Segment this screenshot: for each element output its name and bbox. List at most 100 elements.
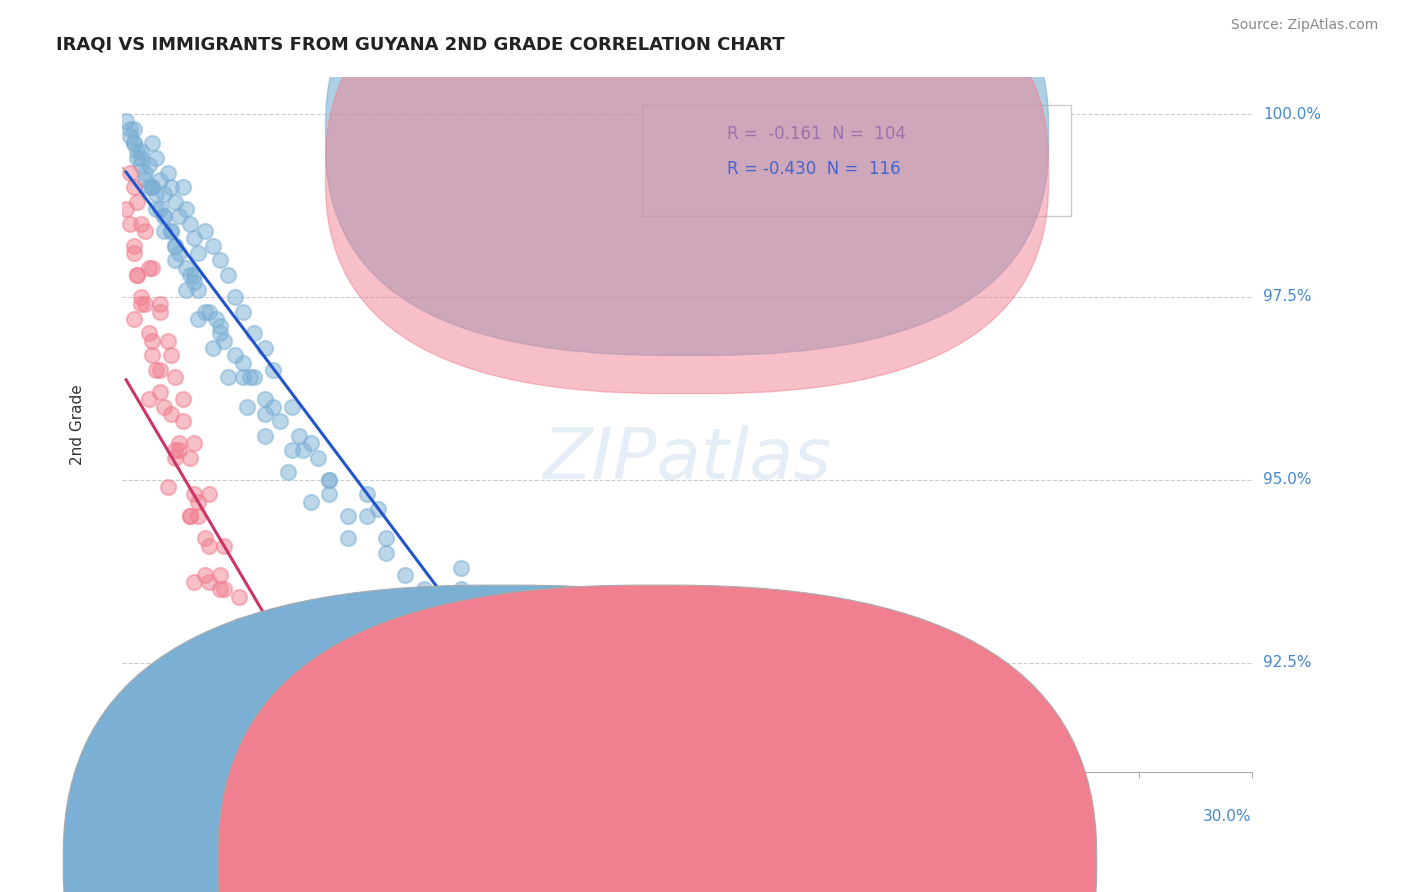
Point (183, 231, 205, 245)
Point (209, 326, 232, 341)
FancyBboxPatch shape (643, 105, 1071, 217)
Point (163, 443, 186, 458)
Point (221, 640, 243, 655)
Point (209, 319, 232, 334)
Point (122, 238, 145, 252)
Point (217, 268, 239, 282)
Point (127, 144, 149, 158)
Point (152, 210, 174, 224)
FancyBboxPatch shape (326, 0, 1049, 355)
Point (167, 436, 190, 450)
Point (152, 187, 174, 202)
Point (163, 450, 186, 465)
Point (299, 436, 322, 450)
Point (134, 297, 156, 311)
Point (235, 400, 257, 414)
Point (269, 750, 291, 764)
Point (254, 743, 277, 757)
Point (394, 567, 416, 582)
Point (209, 582, 232, 597)
Point (224, 290, 246, 304)
Text: ZIPatlas: ZIPatlas (543, 425, 831, 494)
Point (205, 311, 228, 326)
Point (122, 246, 145, 260)
Point (172, 392, 194, 407)
Point (562, 633, 585, 648)
Point (243, 648, 266, 663)
Point (179, 509, 201, 524)
Point (262, 400, 284, 414)
Point (232, 370, 254, 384)
Point (254, 341, 277, 355)
Point (239, 370, 262, 384)
Point (138, 260, 160, 275)
Point (149, 297, 172, 311)
Point (187, 246, 209, 260)
Point (172, 180, 194, 194)
Point (638, 656, 661, 670)
Point (138, 158, 160, 172)
Point (228, 619, 250, 633)
Text: R = -0.430  N =  116: R = -0.430 N = 116 (727, 161, 900, 178)
Point (134, 224, 156, 238)
Point (163, 253, 186, 268)
Point (129, 217, 152, 231)
Point (149, 363, 172, 377)
Point (160, 224, 183, 238)
Point (134, 173, 156, 187)
Point (212, 626, 235, 640)
Point (141, 260, 163, 275)
Point (179, 268, 201, 282)
Point (183, 436, 205, 450)
Point (198, 539, 221, 553)
Text: 100.0%: 100.0% (1263, 106, 1322, 121)
Point (141, 136, 163, 151)
Point (160, 407, 183, 421)
Point (163, 370, 186, 384)
Point (311, 860, 333, 874)
Point (163, 238, 186, 252)
Point (118, 217, 141, 231)
Point (243, 370, 266, 384)
Point (183, 575, 205, 590)
Point (156, 480, 179, 494)
Text: Source: ZipAtlas.com: Source: ZipAtlas.com (1230, 18, 1378, 32)
Point (232, 685, 254, 699)
Point (299, 838, 322, 853)
Point (194, 567, 217, 582)
Text: IRAQI VS IMMIGRANTS FROM GUYANA 2ND GRADE CORRELATION CHART: IRAQI VS IMMIGRANTS FROM GUYANA 2ND GRAD… (56, 36, 785, 54)
Point (179, 509, 201, 524)
Point (201, 238, 224, 252)
Point (149, 202, 172, 216)
Point (172, 414, 194, 428)
Point (281, 400, 304, 414)
Point (315, 795, 337, 809)
Point (129, 158, 152, 172)
Point (212, 539, 235, 553)
Point (292, 443, 315, 458)
Point (201, 341, 224, 355)
Point (232, 304, 254, 318)
Point (198, 304, 221, 318)
Point (254, 429, 277, 443)
Point (450, 560, 472, 574)
Point (288, 429, 311, 443)
Point (221, 626, 243, 640)
Point (288, 736, 311, 750)
Point (160, 180, 183, 194)
Point (176, 283, 198, 297)
Point (262, 765, 284, 780)
Point (243, 706, 266, 721)
Point (288, 787, 311, 801)
Point (194, 531, 217, 545)
Point (254, 407, 277, 421)
Point (152, 224, 174, 238)
Point (141, 180, 163, 194)
Point (163, 238, 186, 252)
Point (156, 334, 179, 348)
Text: Iraqis: Iraqis (534, 849, 576, 863)
Point (145, 187, 167, 202)
Point (217, 670, 239, 684)
Point (349, 823, 371, 838)
Point (149, 384, 172, 399)
